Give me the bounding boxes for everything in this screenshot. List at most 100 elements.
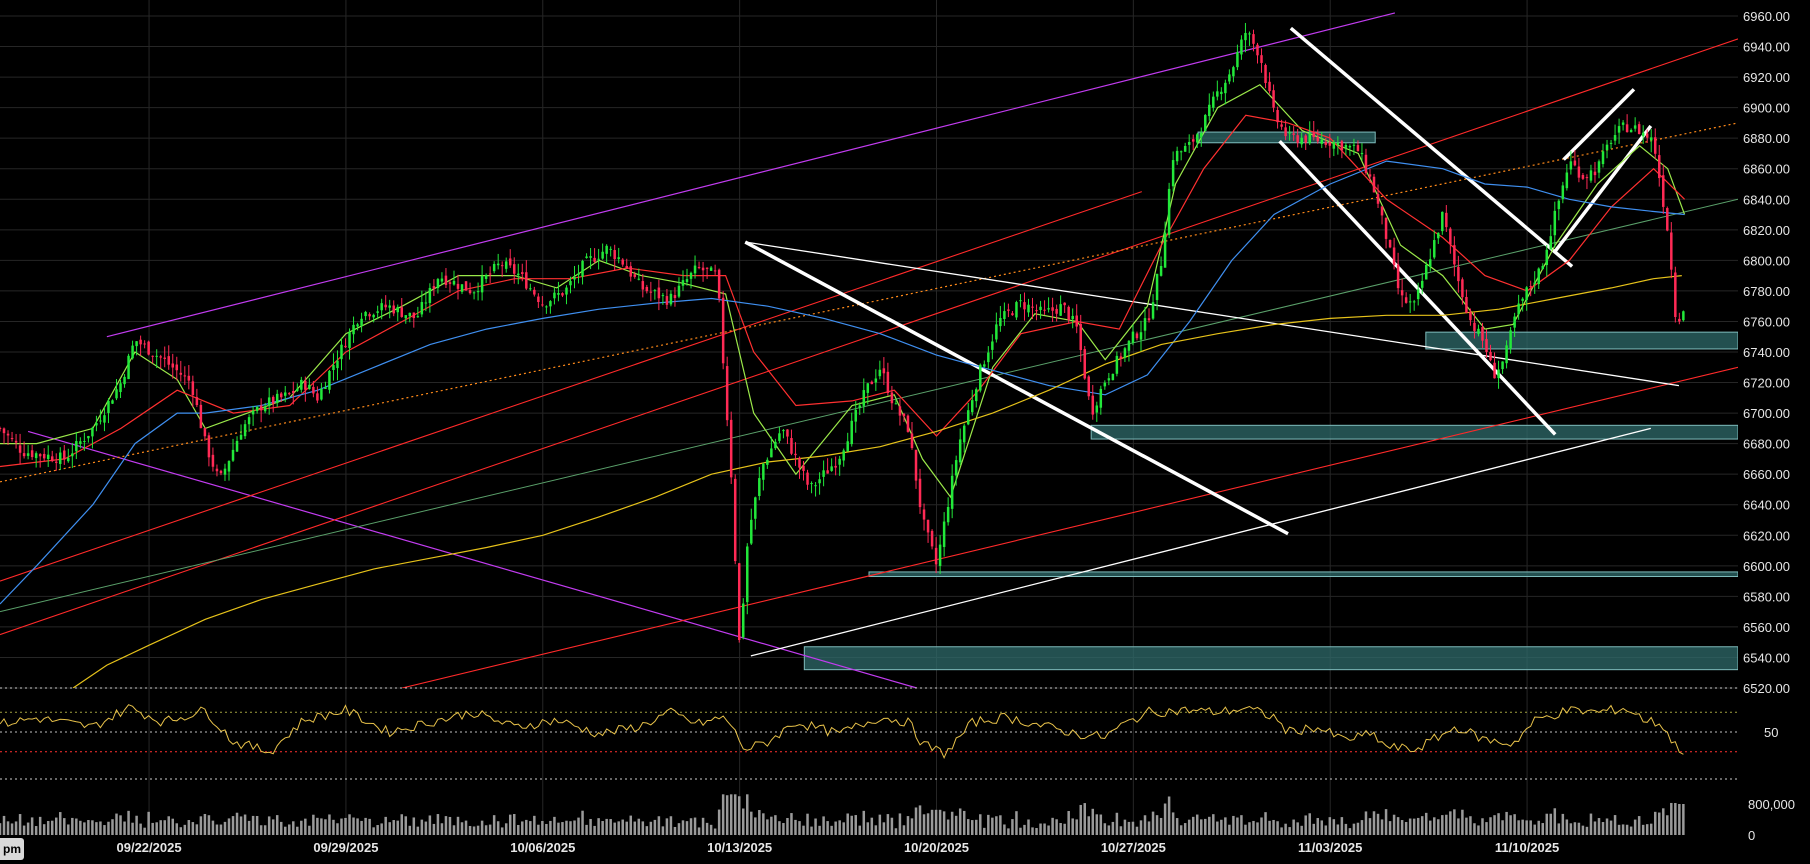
volume-bar xyxy=(1204,818,1207,835)
volume-bar xyxy=(553,816,556,835)
volume-bar xyxy=(1159,817,1163,835)
candle-up xyxy=(842,450,845,461)
volume-bar xyxy=(488,824,492,835)
candle-up xyxy=(894,403,898,405)
price-tick-label: 6600.00 xyxy=(1743,559,1790,574)
candle-down xyxy=(890,392,894,404)
volume-bar xyxy=(63,818,66,835)
volume-bar xyxy=(834,821,837,835)
volume-bar xyxy=(766,819,769,835)
volume-bar xyxy=(1312,823,1315,835)
candle-down xyxy=(934,547,938,565)
volume-bar xyxy=(79,820,82,835)
volume-bar xyxy=(1565,819,1569,835)
volume-bar xyxy=(1280,827,1283,835)
candle-up xyxy=(1433,240,1436,258)
candle-down xyxy=(195,397,199,406)
volume-bar xyxy=(1095,814,1099,835)
volume-bar xyxy=(641,821,645,835)
candle-up xyxy=(308,384,311,390)
candle-down xyxy=(512,264,516,274)
candle-down xyxy=(448,282,452,284)
candle-up xyxy=(1597,161,1601,173)
candle-down xyxy=(1147,318,1151,321)
volume-bar xyxy=(870,817,874,835)
candle-down xyxy=(6,433,10,436)
trendline-purple xyxy=(106,12,1396,338)
candle-down xyxy=(1637,124,1641,135)
candle-up xyxy=(424,302,428,304)
date-tick-label: 10/27/2025 xyxy=(1101,840,1166,855)
candle-up xyxy=(677,285,681,297)
candle-down xyxy=(147,341,150,355)
candle-down xyxy=(2,428,6,434)
volume-bar xyxy=(987,814,990,835)
candle-up xyxy=(332,365,335,371)
candle-up xyxy=(352,324,355,335)
candle-down xyxy=(304,380,307,390)
volume-bar xyxy=(1059,823,1062,835)
candle-down xyxy=(1674,272,1677,317)
candle-up xyxy=(1143,318,1147,331)
volume-bar xyxy=(107,821,110,835)
volume-bar xyxy=(1352,823,1356,835)
candle-down xyxy=(802,465,805,471)
volume-bar xyxy=(685,821,689,835)
volume-bar xyxy=(701,817,705,835)
volume-bar xyxy=(384,816,387,835)
volume-bar xyxy=(440,823,444,835)
candle-down xyxy=(1067,306,1070,321)
volume-bar xyxy=(1356,822,1360,835)
volume-bar xyxy=(1585,826,1589,835)
volume-bar xyxy=(1573,822,1577,835)
volume-bar xyxy=(1420,816,1424,835)
volume-bar xyxy=(508,814,512,835)
candle-up xyxy=(1509,330,1512,349)
candle-down xyxy=(456,283,460,289)
volume-bar xyxy=(1167,796,1171,835)
volume-bar xyxy=(380,823,383,835)
volume-bar xyxy=(1220,819,1223,835)
volume-bar xyxy=(1031,827,1034,835)
candle-up xyxy=(942,521,946,547)
volume-bar xyxy=(910,818,914,835)
candle-up xyxy=(135,341,138,347)
support-zone xyxy=(868,571,1738,578)
trendline-white-thin xyxy=(745,241,1680,387)
candle-up xyxy=(866,383,870,393)
candle-up xyxy=(1163,232,1167,268)
candle-up xyxy=(372,314,375,318)
candle-up xyxy=(1175,150,1179,162)
volume-bar xyxy=(1533,824,1536,835)
volume-bar xyxy=(239,816,243,835)
candle-up xyxy=(609,248,612,250)
volume-bar xyxy=(275,815,279,835)
volume-bar xyxy=(1529,820,1532,835)
candle-down xyxy=(30,450,34,458)
candle-up xyxy=(1208,104,1211,117)
candle-down xyxy=(533,289,536,295)
volume-bar xyxy=(1617,824,1621,835)
volume-bar xyxy=(617,821,620,835)
candle-up xyxy=(1537,268,1540,285)
volume-bar xyxy=(1461,809,1464,835)
candle-down xyxy=(1585,177,1589,179)
volume-bar xyxy=(999,815,1002,835)
candle-up xyxy=(263,406,267,412)
candle-up xyxy=(452,280,456,285)
candle-up xyxy=(484,275,488,279)
volume-bar xyxy=(541,820,544,835)
volume-bar xyxy=(1553,808,1557,835)
candle-down xyxy=(1485,339,1488,352)
volume-bar xyxy=(1111,821,1115,835)
volume-bar xyxy=(460,822,464,835)
candle-up xyxy=(328,371,331,390)
candle-up xyxy=(119,383,122,393)
volume-bar xyxy=(1416,817,1420,835)
candle-up xyxy=(1095,405,1099,413)
candle-up xyxy=(1220,91,1223,95)
volume-bar xyxy=(737,796,741,835)
candle-down xyxy=(167,356,170,365)
candle-down xyxy=(665,296,669,305)
candle-up xyxy=(1332,141,1336,149)
